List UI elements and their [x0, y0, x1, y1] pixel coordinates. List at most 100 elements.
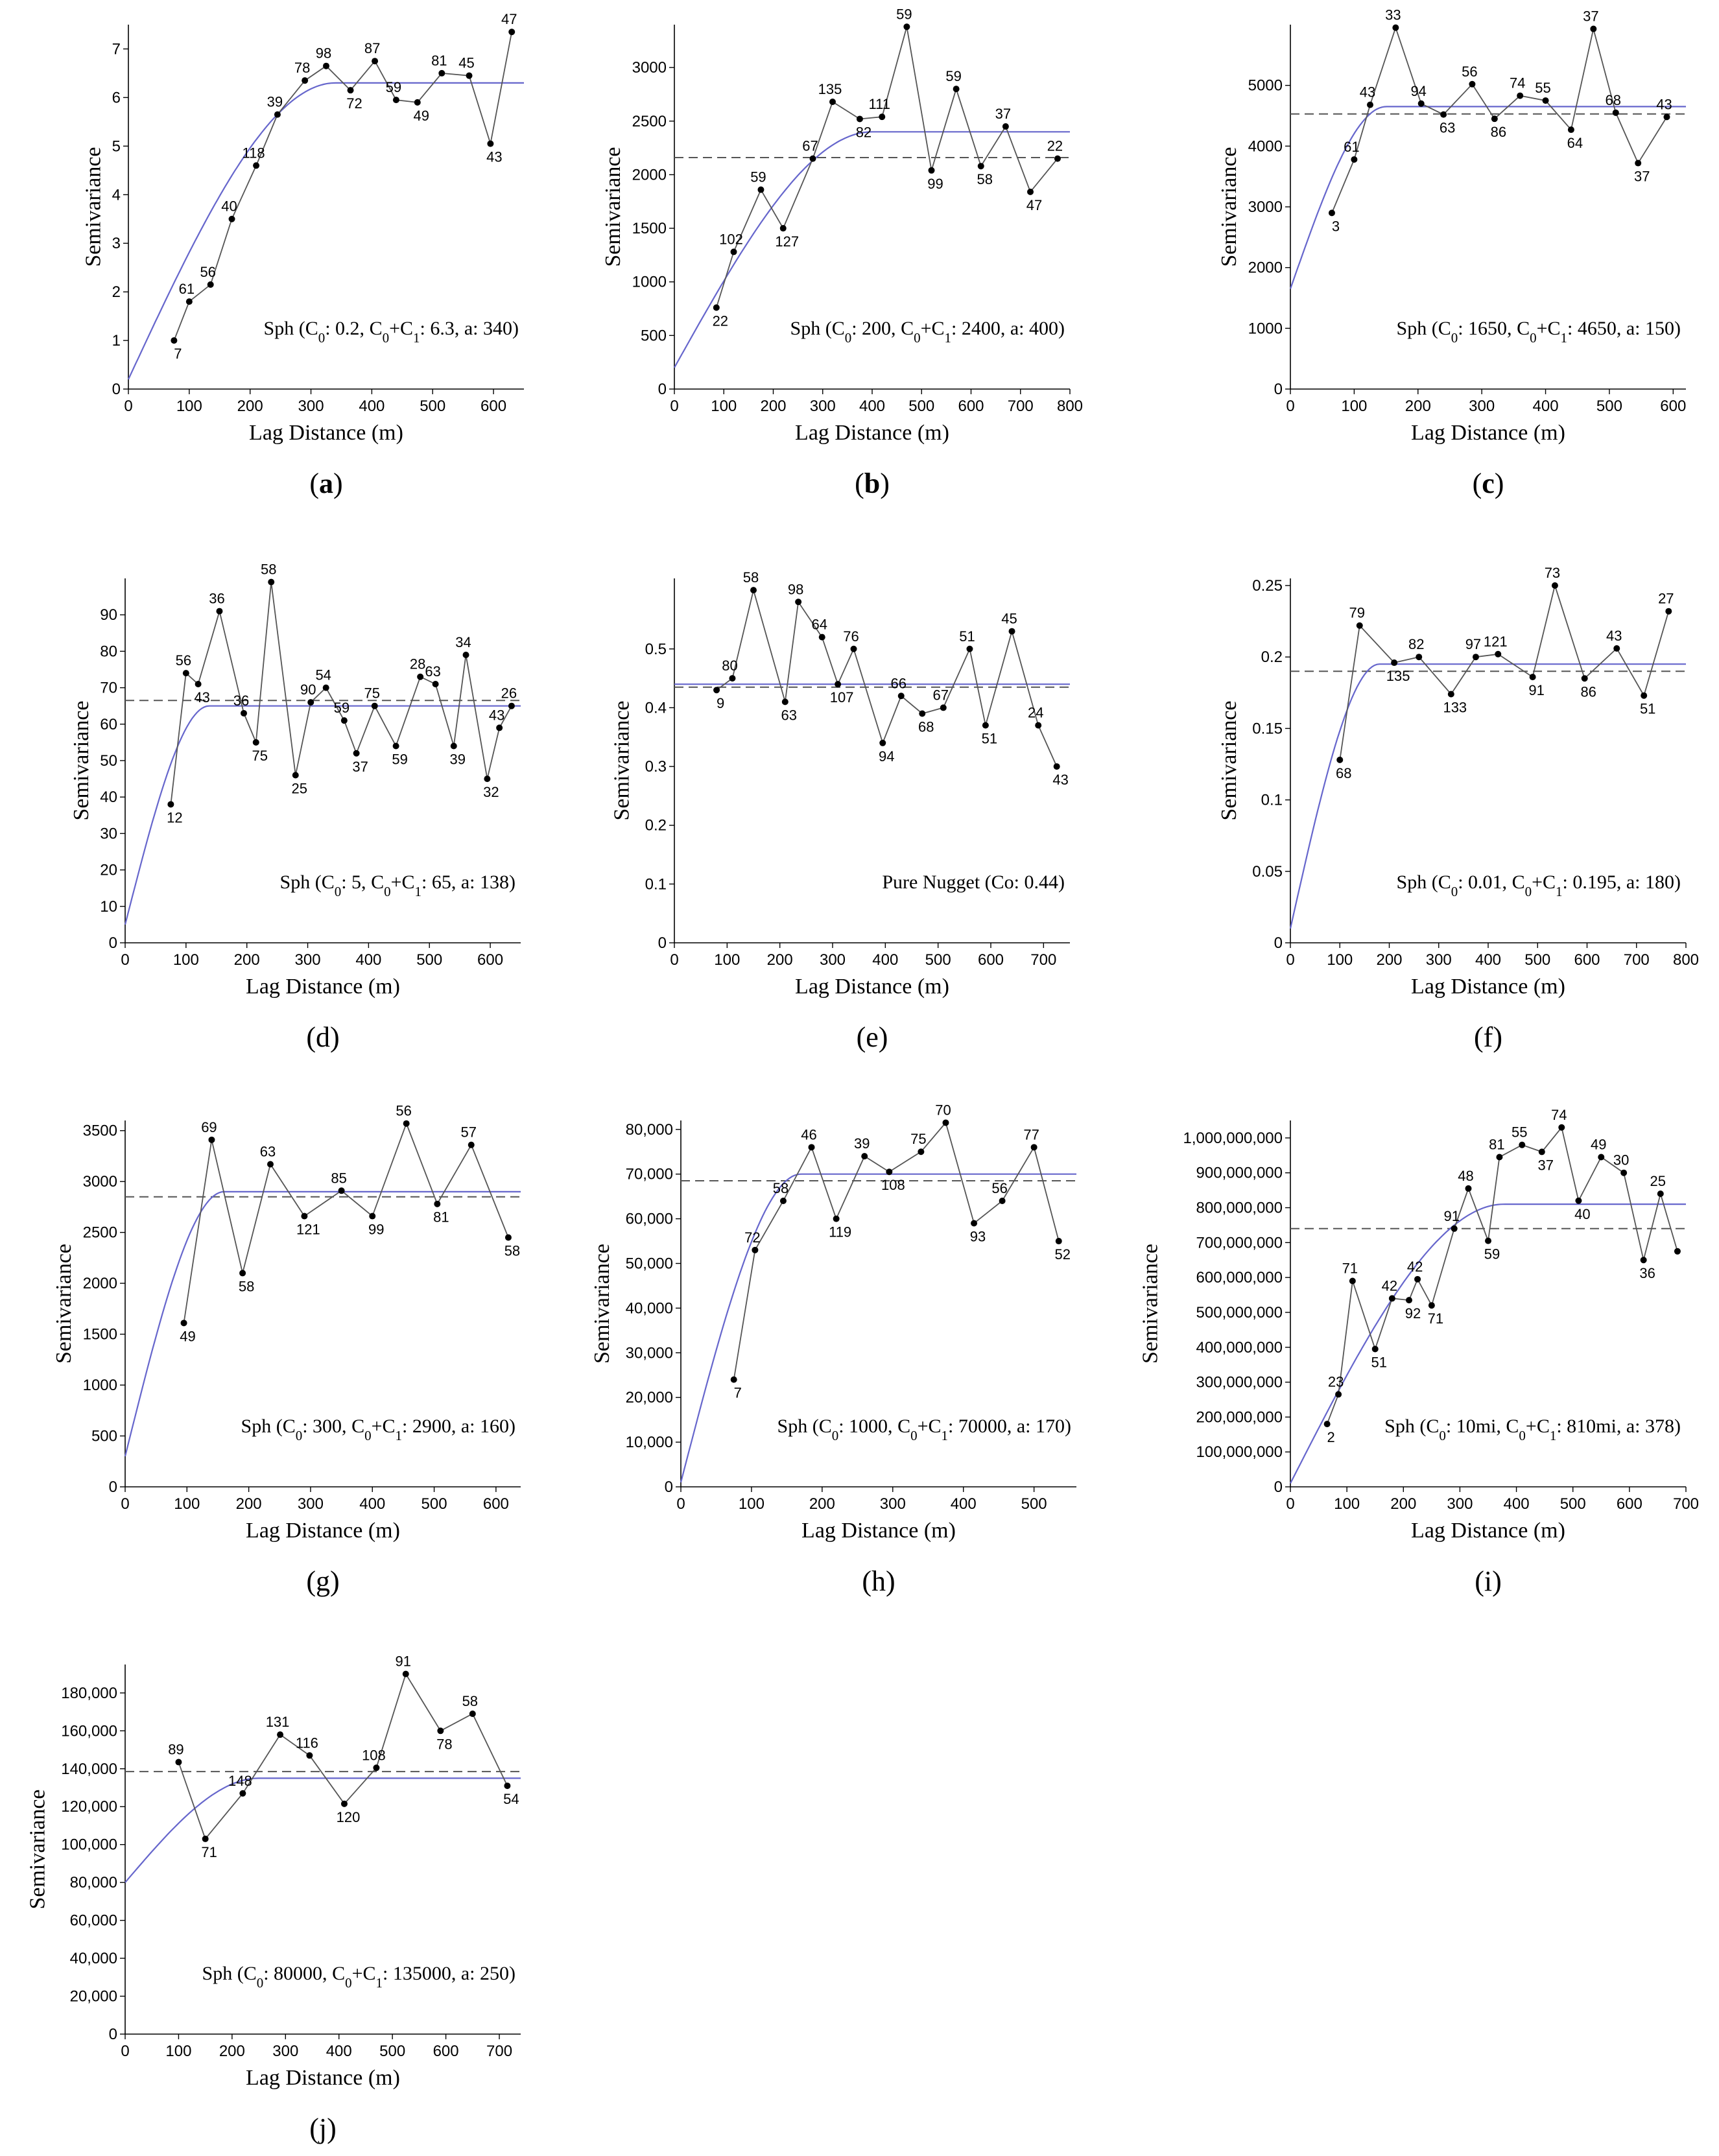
chart-panel-d: 0 100 200 300 400 500 600 0 10 20 30 40 50 60 70 80 90 La… — [69, 562, 521, 1053]
data-point — [277, 1731, 284, 1738]
pair-count-label: 28 — [410, 656, 425, 672]
data-point — [1612, 109, 1619, 116]
y-tick-label: 1500 — [83, 1326, 117, 1344]
chart-panel-g: 0 100 200 300 400 500 600 0 500 1000 1500 2000 2500 3… — [52, 1103, 521, 1597]
data-point — [730, 1376, 737, 1383]
pair-count-label: 58 — [504, 1242, 520, 1259]
data-point — [1620, 1169, 1628, 1176]
y-tick-label: 30 — [100, 825, 117, 842]
pair-count-label: 87 — [364, 40, 380, 56]
x-tick-label: 0 — [1286, 397, 1294, 415]
x-tick-label: 800 — [1057, 397, 1083, 415]
data-point — [274, 111, 281, 118]
y-tick-label: 7 — [112, 40, 121, 58]
y-axis-title: Semivariance — [52, 1244, 76, 1364]
x-tick-label: 600 — [1660, 397, 1686, 415]
y-tick-label: 40 — [100, 788, 117, 806]
data-point — [1598, 1154, 1605, 1161]
pair-count-label: 102 — [719, 231, 743, 247]
data-point — [508, 702, 515, 709]
data-point — [268, 578, 275, 586]
data-point — [1496, 1154, 1503, 1161]
data-point — [1663, 113, 1670, 121]
pair-count-label: 49 — [180, 1328, 195, 1344]
x-tick-label: 600 — [480, 397, 506, 415]
pair-count-label: 58 — [743, 569, 759, 586]
chart-panel-i: 0 100 200 300 400 500 600 700 0 100,000,000 200,00… — [1139, 1107, 1700, 1597]
y-tick-label: 3000 — [632, 59, 667, 77]
pair-count-label: 30 — [1613, 1152, 1629, 1168]
data-point — [338, 1187, 345, 1194]
data-point — [1336, 756, 1344, 763]
data-point — [1538, 1148, 1545, 1155]
x-tick-label: 400 — [859, 397, 885, 415]
data-point — [879, 739, 886, 746]
x-axis-title: Lag Distance (m) — [246, 2066, 400, 2090]
pair-count-label: 58 — [261, 562, 276, 578]
chart-panel-e: 0 100 200 300 400 500 600 700 0 0.1 0.2 0.3 0.4 0.5 La… — [610, 569, 1070, 1053]
data-point — [208, 1136, 215, 1143]
y-tick-label: 10 — [100, 898, 117, 916]
model-parameters-text: Sph (C0: 0.01, C0+C1: 0.195, a: 180) — [1397, 871, 1681, 899]
pair-count-label: 72 — [744, 1229, 760, 1246]
pair-count-label: 56 — [176, 652, 191, 669]
pair-count-label: 54 — [315, 667, 331, 683]
pair-count-label: 42 — [1407, 1259, 1423, 1275]
pair-count-label: 71 — [1342, 1261, 1358, 1277]
y-axis-title: Semivariance — [610, 700, 634, 820]
data-point — [982, 722, 989, 729]
data-point — [942, 1119, 949, 1126]
pair-count-label: 59 — [896, 6, 912, 22]
y-tick-label: 160,000 — [61, 1722, 117, 1740]
y-tick-label: 0 — [109, 1478, 117, 1496]
pair-count-label: 32 — [483, 784, 499, 800]
pair-count-label: 40 — [221, 198, 237, 215]
pair-count-label: 37 — [1634, 169, 1650, 185]
data-point — [1491, 115, 1498, 123]
data-point — [1027, 188, 1034, 195]
data-point — [795, 598, 802, 606]
panel-label-e: (e) — [857, 1021, 888, 1053]
y-tick-label: 2000 — [83, 1275, 117, 1292]
data-point — [347, 87, 354, 94]
x-tick-label: 100 — [711, 397, 737, 415]
panel-label-g: (g) — [306, 1565, 339, 1597]
data-point — [809, 155, 816, 162]
x-tick-label: 300 — [272, 2043, 298, 2060]
pair-count-label: 121 — [296, 1222, 320, 1238]
data-point — [1551, 582, 1558, 589]
data-point — [302, 77, 309, 84]
data-point — [1428, 1302, 1435, 1309]
y-tick-label: 40,000 — [70, 1950, 117, 1967]
y-tick-label: 700,000,000 — [1196, 1234, 1283, 1251]
data-point — [171, 337, 178, 344]
x-tick-label: 500 — [1524, 951, 1550, 969]
y-tick-label: 800,000,000 — [1196, 1200, 1283, 1217]
model-curve — [1290, 1203, 1686, 1484]
x-tick-label: 0 — [1286, 951, 1294, 969]
data-point — [1440, 111, 1447, 118]
y-tick-label: 0 — [109, 2026, 117, 2043]
y-tick-label: 0 — [658, 934, 667, 952]
y-tick-label: 0 — [658, 381, 667, 398]
y-tick-label: 600,000,000 — [1196, 1269, 1283, 1286]
pair-count-label: 43 — [194, 689, 209, 705]
data-point — [779, 1198, 787, 1205]
data-point — [403, 1120, 410, 1127]
data-point — [757, 186, 765, 193]
y-axis-title: Semivariance — [1217, 147, 1241, 267]
pair-count-label: 86 — [1491, 124, 1506, 140]
data-point — [432, 680, 439, 687]
data-point — [216, 608, 223, 615]
data-point — [1657, 1191, 1664, 1197]
pair-count-label: 78 — [294, 60, 310, 76]
pair-count-label: 39 — [854, 1135, 870, 1152]
data-point — [241, 709, 247, 717]
data-point — [835, 681, 842, 688]
pair-count-label: 49 — [1591, 1137, 1606, 1153]
pair-count-label: 51 — [1640, 701, 1655, 717]
y-tick-label: 0.25 — [1252, 577, 1283, 595]
y-tick-label: 120,000 — [61, 1798, 117, 1816]
pair-count-label: 77 — [1023, 1126, 1039, 1143]
